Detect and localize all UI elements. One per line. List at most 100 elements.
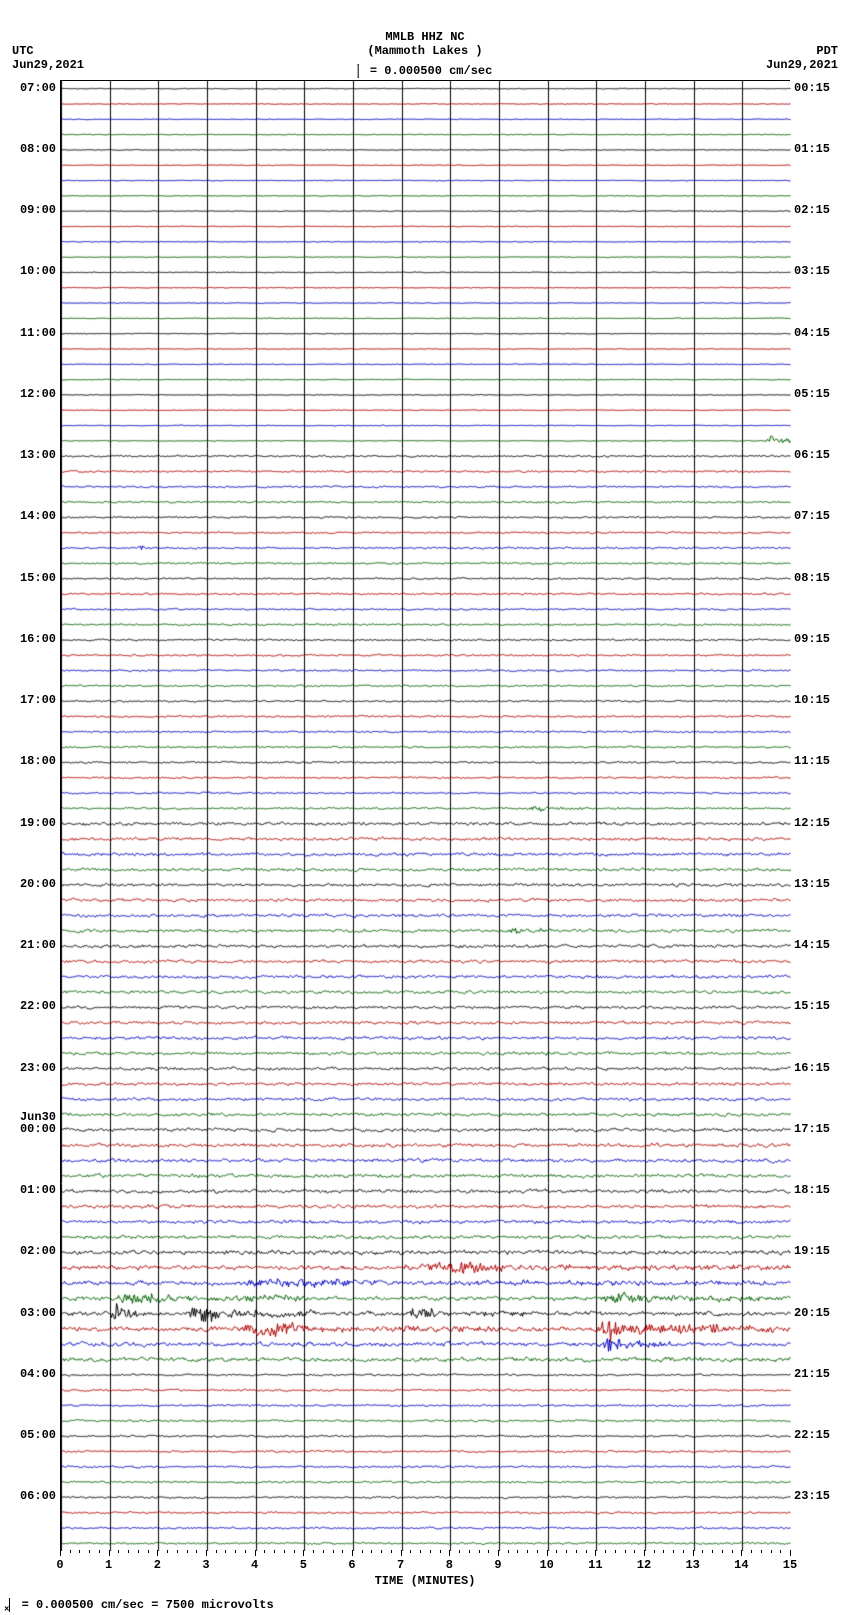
x-tick-label: 14 [734, 1558, 748, 1572]
x-minor-tick [771, 1550, 772, 1553]
x-minor-tick [673, 1550, 674, 1553]
pdt-hour-label: 03:15 [794, 265, 850, 277]
x-minor-tick [89, 1550, 90, 1553]
x-minor-tick [225, 1550, 226, 1553]
pdt-hour-label: 10:15 [794, 694, 850, 706]
x-minor-tick [128, 1550, 129, 1553]
utc-hour-label: 23:00 [0, 1062, 56, 1074]
x-tick [206, 1550, 207, 1556]
x-minor-tick [148, 1550, 149, 1553]
x-tick-label: 9 [494, 1558, 501, 1572]
x-tick-label: 2 [154, 1558, 161, 1572]
x-minor-tick [732, 1550, 733, 1553]
x-minor-tick [430, 1550, 431, 1553]
utc-hour-label: 06:00 [0, 1490, 56, 1502]
utc-hour-label: 12:00 [0, 388, 56, 400]
x-minor-tick [654, 1550, 655, 1553]
x-minor-tick [177, 1550, 178, 1553]
x-minor-tick [537, 1550, 538, 1553]
utc-hour-label: 19:00 [0, 817, 56, 829]
x-tick-label: 13 [685, 1558, 699, 1572]
x-minor-tick [235, 1550, 236, 1553]
pdt-hour-label: 17:15 [794, 1123, 850, 1135]
x-tick-label: 1 [105, 1558, 112, 1572]
right-date: Jun29,2021 [766, 58, 838, 72]
x-tick [303, 1550, 304, 1556]
utc-hour-label: 05:00 [0, 1429, 56, 1441]
x-tick [401, 1550, 402, 1556]
x-minor-tick [663, 1550, 664, 1553]
seismogram-plot [60, 80, 790, 1550]
left-timezone: UTC [12, 44, 34, 58]
x-tick [109, 1550, 110, 1556]
x-minor-tick [274, 1550, 275, 1553]
utc-hour-label: 03:00 [0, 1307, 56, 1319]
x-tick-label: 7 [397, 1558, 404, 1572]
x-minor-tick [79, 1550, 80, 1553]
x-axis-title: TIME (MINUTES) [375, 1574, 476, 1588]
x-minor-tick [479, 1550, 480, 1553]
x-minor-tick [780, 1550, 781, 1553]
x-minor-tick [615, 1550, 616, 1553]
x-minor-tick [410, 1550, 411, 1553]
pdt-hour-label: 08:15 [794, 572, 850, 584]
x-minor-tick [323, 1550, 324, 1553]
x-minor-tick [586, 1550, 587, 1553]
x-tick [352, 1550, 353, 1556]
x-tick-label: 8 [446, 1558, 453, 1572]
pdt-hour-label: 20:15 [794, 1307, 850, 1319]
pdt-hour-label: 13:15 [794, 878, 850, 890]
left-date: Jun29,2021 [12, 58, 84, 72]
x-tick-label: 0 [56, 1558, 63, 1572]
x-tick [741, 1550, 742, 1556]
x-minor-tick [99, 1550, 100, 1553]
x-minor-tick [284, 1550, 285, 1553]
pdt-hour-labels: 00:1501:1502:1503:1504:1505:1506:1507:15… [790, 80, 850, 1550]
x-minor-tick [459, 1550, 460, 1553]
pdt-hour-label: 02:15 [794, 204, 850, 216]
pdt-hour-label: 23:15 [794, 1490, 850, 1502]
x-minor-tick [187, 1550, 188, 1553]
x-minor-tick [391, 1550, 392, 1553]
x-minor-tick [576, 1550, 577, 1553]
x-tick [157, 1550, 158, 1556]
x-minor-tick [333, 1550, 334, 1553]
right-timezone: PDT [816, 44, 838, 58]
utc-hour-label: 13:00 [0, 449, 56, 461]
x-tick-label: 5 [300, 1558, 307, 1572]
pdt-hour-label: 15:15 [794, 1000, 850, 1012]
pdt-hour-label: 06:15 [794, 449, 850, 461]
pdt-hour-label: 18:15 [794, 1184, 850, 1196]
x-tick-label: 10 [539, 1558, 553, 1572]
x-tick [255, 1550, 256, 1556]
x-minor-tick [216, 1550, 217, 1553]
x-minor-tick [362, 1550, 363, 1553]
x-tick-label: 3 [202, 1558, 209, 1572]
x-axis: TIME (MINUTES) 0123456789101112131415 [60, 1550, 790, 1590]
x-minor-tick [70, 1550, 71, 1553]
x-minor-tick [517, 1550, 518, 1553]
pdt-hour-label: 19:15 [794, 1245, 850, 1257]
x-minor-tick [196, 1550, 197, 1553]
pdt-hour-label: 12:15 [794, 817, 850, 829]
x-tick [547, 1550, 548, 1556]
utc-hour-label: 15:00 [0, 572, 56, 584]
x-tick-label: 4 [251, 1558, 258, 1572]
x-minor-tick [702, 1550, 703, 1553]
x-tick-label: 12 [637, 1558, 651, 1572]
x-minor-tick [245, 1550, 246, 1553]
utc-hour-label: 11:00 [0, 327, 56, 339]
pdt-hour-label: 22:15 [794, 1429, 850, 1441]
utc-hour-label: 04:00 [0, 1368, 56, 1380]
utc-hour-label: 17:00 [0, 694, 56, 706]
seismogram-header: MMLB HHZ NC (Mammoth Lakes ) = 0.000500 … [0, 0, 850, 80]
seismogram-canvas [61, 81, 791, 1551]
pdt-hour-label: 14:15 [794, 939, 850, 951]
pdt-hour-label: 01:15 [794, 143, 850, 155]
pdt-hour-label: 07:15 [794, 510, 850, 522]
x-tick-label: 15 [783, 1558, 797, 1572]
utc-hour-label: 02:00 [0, 1245, 56, 1257]
utc-hour-label: 09:00 [0, 204, 56, 216]
x-minor-tick [751, 1550, 752, 1553]
pdt-hour-label: 11:15 [794, 755, 850, 767]
